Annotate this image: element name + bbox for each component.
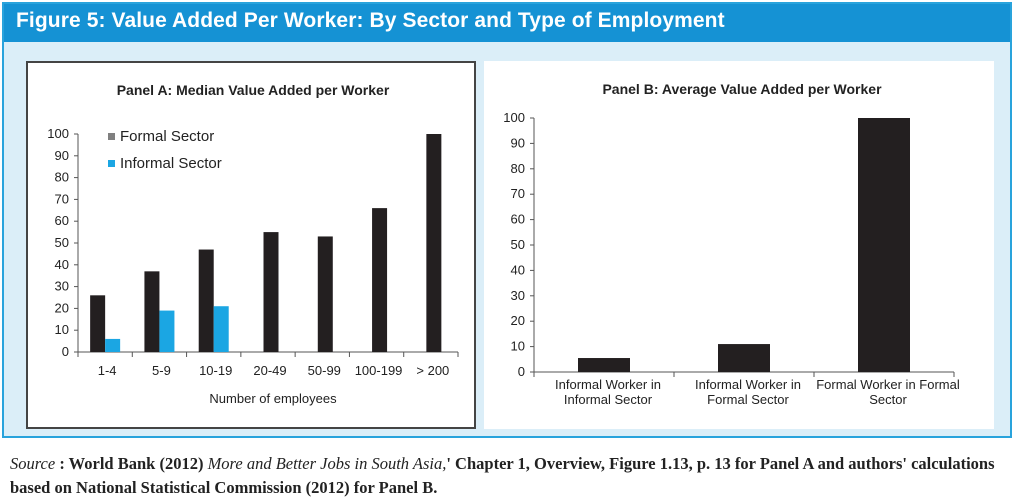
panel-a-y-tick-label: 100 [47,126,69,141]
panel-a-legend-label: Formal Sector [120,128,214,145]
panel-b-chart: Panel B: Average Value Added per Worker 0… [503,81,960,407]
panel-a-bar-formal [263,232,279,352]
panel-b-y-tick-label: 90 [511,135,525,150]
panel-a-legend-swatch [108,133,115,140]
panel-a-legend-swatch [108,160,115,167]
figure-title: Figure 5: Value Added Per Worker: By Sec… [16,9,725,32]
panel-a-bar-formal [317,236,333,352]
panel-a-title: Panel A: Median Value Added per Worker [117,82,390,98]
panel-b-y-tick-label: 70 [511,186,525,201]
panel-b-y-tick-label: 20 [511,313,525,328]
panel-a-x-axis-label: Number of employees [209,391,337,406]
panel-a-legend-label: Informal Sector [120,155,222,172]
panel-b-title: Panel B: Average Value Added per Worker [602,81,882,97]
panel-a-x-tick-label: 5-9 [152,363,171,378]
panel-b-bar [858,118,910,372]
panel-a-bar-formal [426,134,442,352]
source-book: More and Better Jobs in South Asia, [207,454,447,473]
figure-frame: Figure 5: Value Added Per Worker: By Sec… [2,2,1012,438]
panel-a-x-tick-label: 20-49 [253,363,286,378]
panel-b-y-tick-label: 80 [511,161,525,176]
panel-b-bar [578,358,630,372]
panel-a-chart: Panel A: Median Value Added per Worker 0 1… [47,82,459,406]
panel-b-y-tick-label: 10 [511,339,525,354]
panel-b-y-tick-label: 40 [511,262,525,277]
panel-a-y-tick-label: 80 [55,170,69,185]
figure-header: Figure 5: Value Added Per Worker: By Sec… [4,4,1010,42]
panel-a-y-tick-label: 0 [62,344,69,359]
panel-b-x-tick-label: Informal Sector [564,392,653,407]
source-note: Source : World Bank (2012) More and Bett… [10,452,1010,500]
panel-b-x-tick-label: Formal Sector [707,392,789,407]
panel-a-bar-informal [213,306,229,352]
panel-a-x-tick-label: 10-19 [199,363,232,378]
panel-b: Panel B: Average Value Added per Worker 0… [484,61,994,429]
panel-a-y-tick-label: 60 [55,213,69,228]
panel-a-y-tick-label: 10 [55,322,69,337]
panel-b-y-tick-label: 60 [511,212,525,227]
panel-a-y-tick-label: 90 [55,148,69,163]
panel-b-x-tick-label: Informal Worker in [555,377,661,392]
panel-b-y-tick-label: 50 [511,237,525,252]
panel-a-x-tick-label: 1-4 [98,363,117,378]
panel-a-bar-informal [159,310,175,352]
panel-a-x-tick-label: > 200 [416,363,449,378]
panel-a-x-tick-label: 100-199 [355,363,403,378]
panel-a-bar-formal [198,249,214,352]
panel-b-x-tick-label: Sector [869,392,907,407]
panel-b-x-tick-label: Informal Worker in [695,377,801,392]
panel-a-bar-formal [144,271,160,352]
panel-a: Panel A: Median Value Added per Worker 0 1… [26,61,476,429]
source-rest: ' Chapter 1, Overview, Figure 1.13, p. 1… [10,454,995,497]
panel-a-y-tick-label: 20 [55,300,69,315]
panel-b-y-tick-label: 30 [511,288,525,303]
panel-a-bar-formal [372,208,388,352]
source-label: Source [10,454,56,473]
panel-b-bar [718,344,770,372]
panel-a-y-tick-label: 40 [55,257,69,272]
source-sep: : World Bank (2012) [55,454,208,473]
panel-a-bar-informal [105,338,121,352]
panel-a-y-tick-label: 50 [55,235,69,250]
panel-b-y-tick-label: 100 [503,110,525,125]
panel-a-y-tick-label: 70 [55,191,69,206]
panel-a-y-tick-label: 30 [55,279,69,294]
panel-a-bar-formal [90,295,106,352]
panel-b-y-tick-label: 0 [518,364,525,379]
panel-a-x-tick-label: 50-99 [308,363,341,378]
panel-b-x-tick-label: Formal Worker in Formal [816,377,960,392]
